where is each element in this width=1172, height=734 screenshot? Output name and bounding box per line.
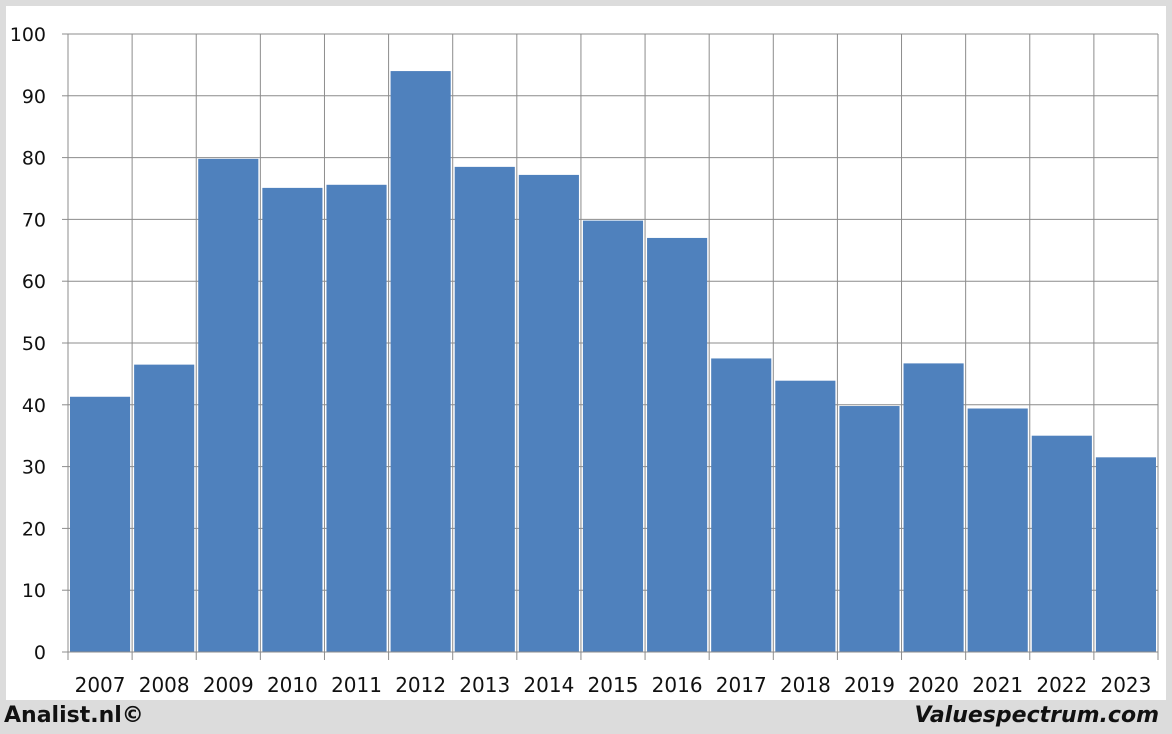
bar-chart: 0 10 20 30 40 50 60 70 80 90 100 2007 2008 2009 2010 20… [6, 6, 1166, 700]
x-tick-label: 2010 [267, 673, 318, 697]
y-tick-label: 0 [34, 642, 46, 664]
x-tick-label: 2023 [1100, 673, 1151, 697]
x-tick-label: 2014 [523, 673, 574, 697]
bar-2012 [390, 71, 451, 652]
bar-2022 [1031, 435, 1092, 652]
bar-2018 [775, 380, 836, 652]
y-tick-label: 30 [22, 457, 46, 479]
x-tick-label: 2017 [716, 673, 767, 697]
valuespectrum-brand-label: Valuespectrum.com [914, 703, 1159, 728]
x-tick-label: 2019 [844, 673, 895, 697]
bar-2019 [839, 406, 900, 652]
bar-layer [70, 71, 1156, 653]
y-tick-label: 70 [22, 209, 46, 231]
bar-2023 [1095, 457, 1156, 652]
bar-2013 [454, 166, 515, 652]
bar-2016 [647, 237, 708, 652]
bar-2014 [518, 174, 579, 653]
y-tick-label: 90 [22, 86, 46, 108]
x-tick-label: 2021 [972, 673, 1023, 697]
y-tick-label: 60 [22, 271, 46, 293]
x-tick-label: 2022 [1036, 673, 1087, 697]
bar-2011 [326, 184, 387, 653]
y-tick-label: 50 [22, 333, 46, 355]
x-tick-label: 2008 [139, 673, 190, 697]
bar-2017 [711, 358, 772, 652]
x-tick-label: 2016 [652, 673, 703, 697]
y-tick-label: 40 [22, 395, 46, 417]
x-tick-label: 2007 [75, 673, 126, 697]
label-layer: 0 10 20 30 40 50 60 70 80 90 100 2007 2008 2009 2010 20… [10, 24, 1152, 697]
bar-2009 [198, 158, 259, 652]
x-tick-label: 2018 [780, 673, 831, 697]
bar-2015 [582, 220, 644, 653]
analist-brand-label: Analist.nl© [4, 703, 144, 728]
y-tick-label: 20 [22, 518, 46, 540]
bar-2007 [70, 396, 131, 652]
y-tick-label: 80 [22, 148, 46, 170]
bar-2021 [967, 408, 1028, 652]
bar-2008 [134, 364, 195, 652]
y-tick-label: 100 [10, 24, 46, 46]
x-tick-label: 2013 [459, 673, 510, 697]
x-tick-label: 2020 [908, 673, 959, 697]
x-tick-label: 2011 [331, 673, 382, 697]
bar-2010 [262, 187, 323, 652]
x-tick-label: 2009 [203, 673, 254, 697]
x-tick-label: 2012 [395, 673, 446, 697]
x-tick-label: 2015 [588, 673, 639, 697]
bar-2020 [903, 363, 964, 652]
axis-layer [62, 33, 1159, 660]
y-tick-label: 10 [22, 580, 46, 602]
